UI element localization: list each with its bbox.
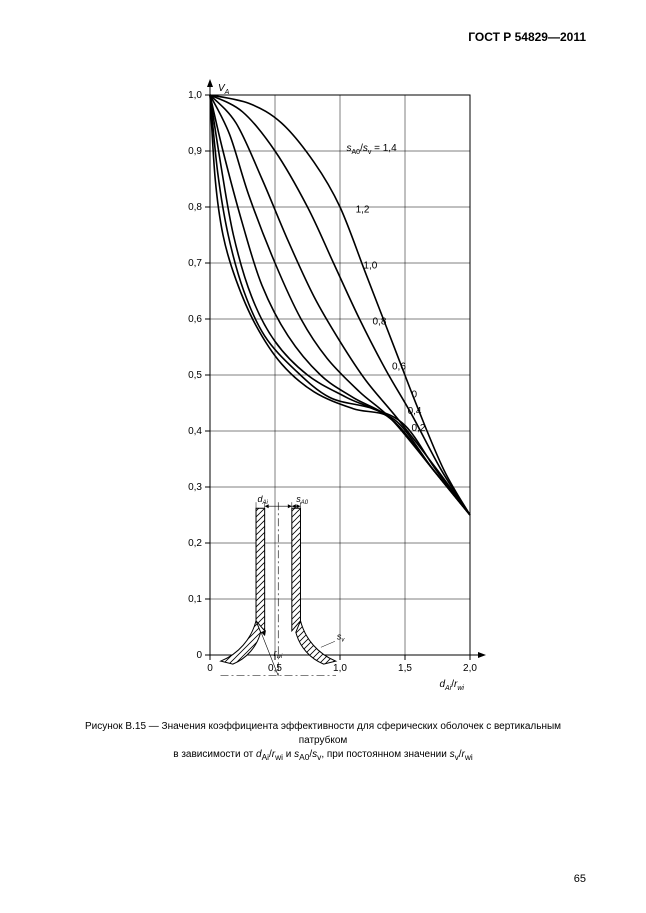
y-axis-label: VA — [218, 83, 230, 96]
curve-label: 0,2 — [412, 423, 426, 434]
caption-line1: Рисунок В.15 — Значения коэффициента эфф… — [85, 721, 561, 746]
curve-label: 1,0 — [363, 261, 377, 272]
curve-label: 0,8 — [373, 317, 387, 328]
y-tick-label: 0,6 — [188, 314, 202, 325]
y-tick-label: 1,0 — [188, 90, 202, 101]
caption-sub-wi: wi — [275, 752, 283, 762]
x-tick-label: 1,0 — [333, 663, 347, 674]
x-axis-label: dAi/rwi — [439, 679, 464, 692]
curve-label: 1,2 — [356, 205, 370, 216]
caption-sub-Ai: Ai — [262, 752, 269, 762]
page-number: 65 — [574, 873, 586, 885]
caption-line2-mid: и — [283, 749, 294, 760]
efficiency-chart: 00,51,01,52,000,10,20,30,40,50,60,70,80,… — [170, 75, 490, 695]
y-tick-label: 0 — [196, 650, 202, 661]
y-tick-label: 0,3 — [188, 482, 202, 493]
caption-line2-prefix: в зависимости от — [173, 749, 256, 760]
x-tick-label: 0 — [207, 663, 213, 674]
document-header: ГОСТ Р 54829—2011 — [468, 30, 586, 44]
y-tick-label: 0,7 — [188, 258, 202, 269]
y-tick-label: 0,5 — [188, 370, 202, 381]
y-tick-label: 0,4 — [188, 426, 202, 437]
chart-container: 00,51,01,52,000,10,20,30,40,50,60,70,80,… — [170, 75, 490, 695]
y-tick-label: 0,2 — [188, 538, 202, 549]
caption-line2-end: , при постоянном значении — [321, 749, 449, 760]
x-tick-label: 2,0 — [463, 663, 477, 674]
y-tick-label: 0,9 — [188, 146, 202, 157]
curve-label: 0,6 — [392, 361, 406, 372]
figure-caption: Рисунок В.15 — Значения коэффициента эфф… — [60, 720, 586, 764]
y-tick-label: 0,8 — [188, 202, 202, 213]
caption-sub-wi2: wi — [465, 752, 473, 762]
curve-label: 0 — [412, 389, 418, 400]
caption-sub-v2: v — [455, 752, 459, 762]
x-tick-label: 1,5 — [398, 663, 412, 674]
y-tick-label: 0,1 — [188, 594, 202, 605]
curve-label: 0,4 — [408, 406, 422, 417]
caption-sub-A0: A0 — [299, 752, 309, 762]
